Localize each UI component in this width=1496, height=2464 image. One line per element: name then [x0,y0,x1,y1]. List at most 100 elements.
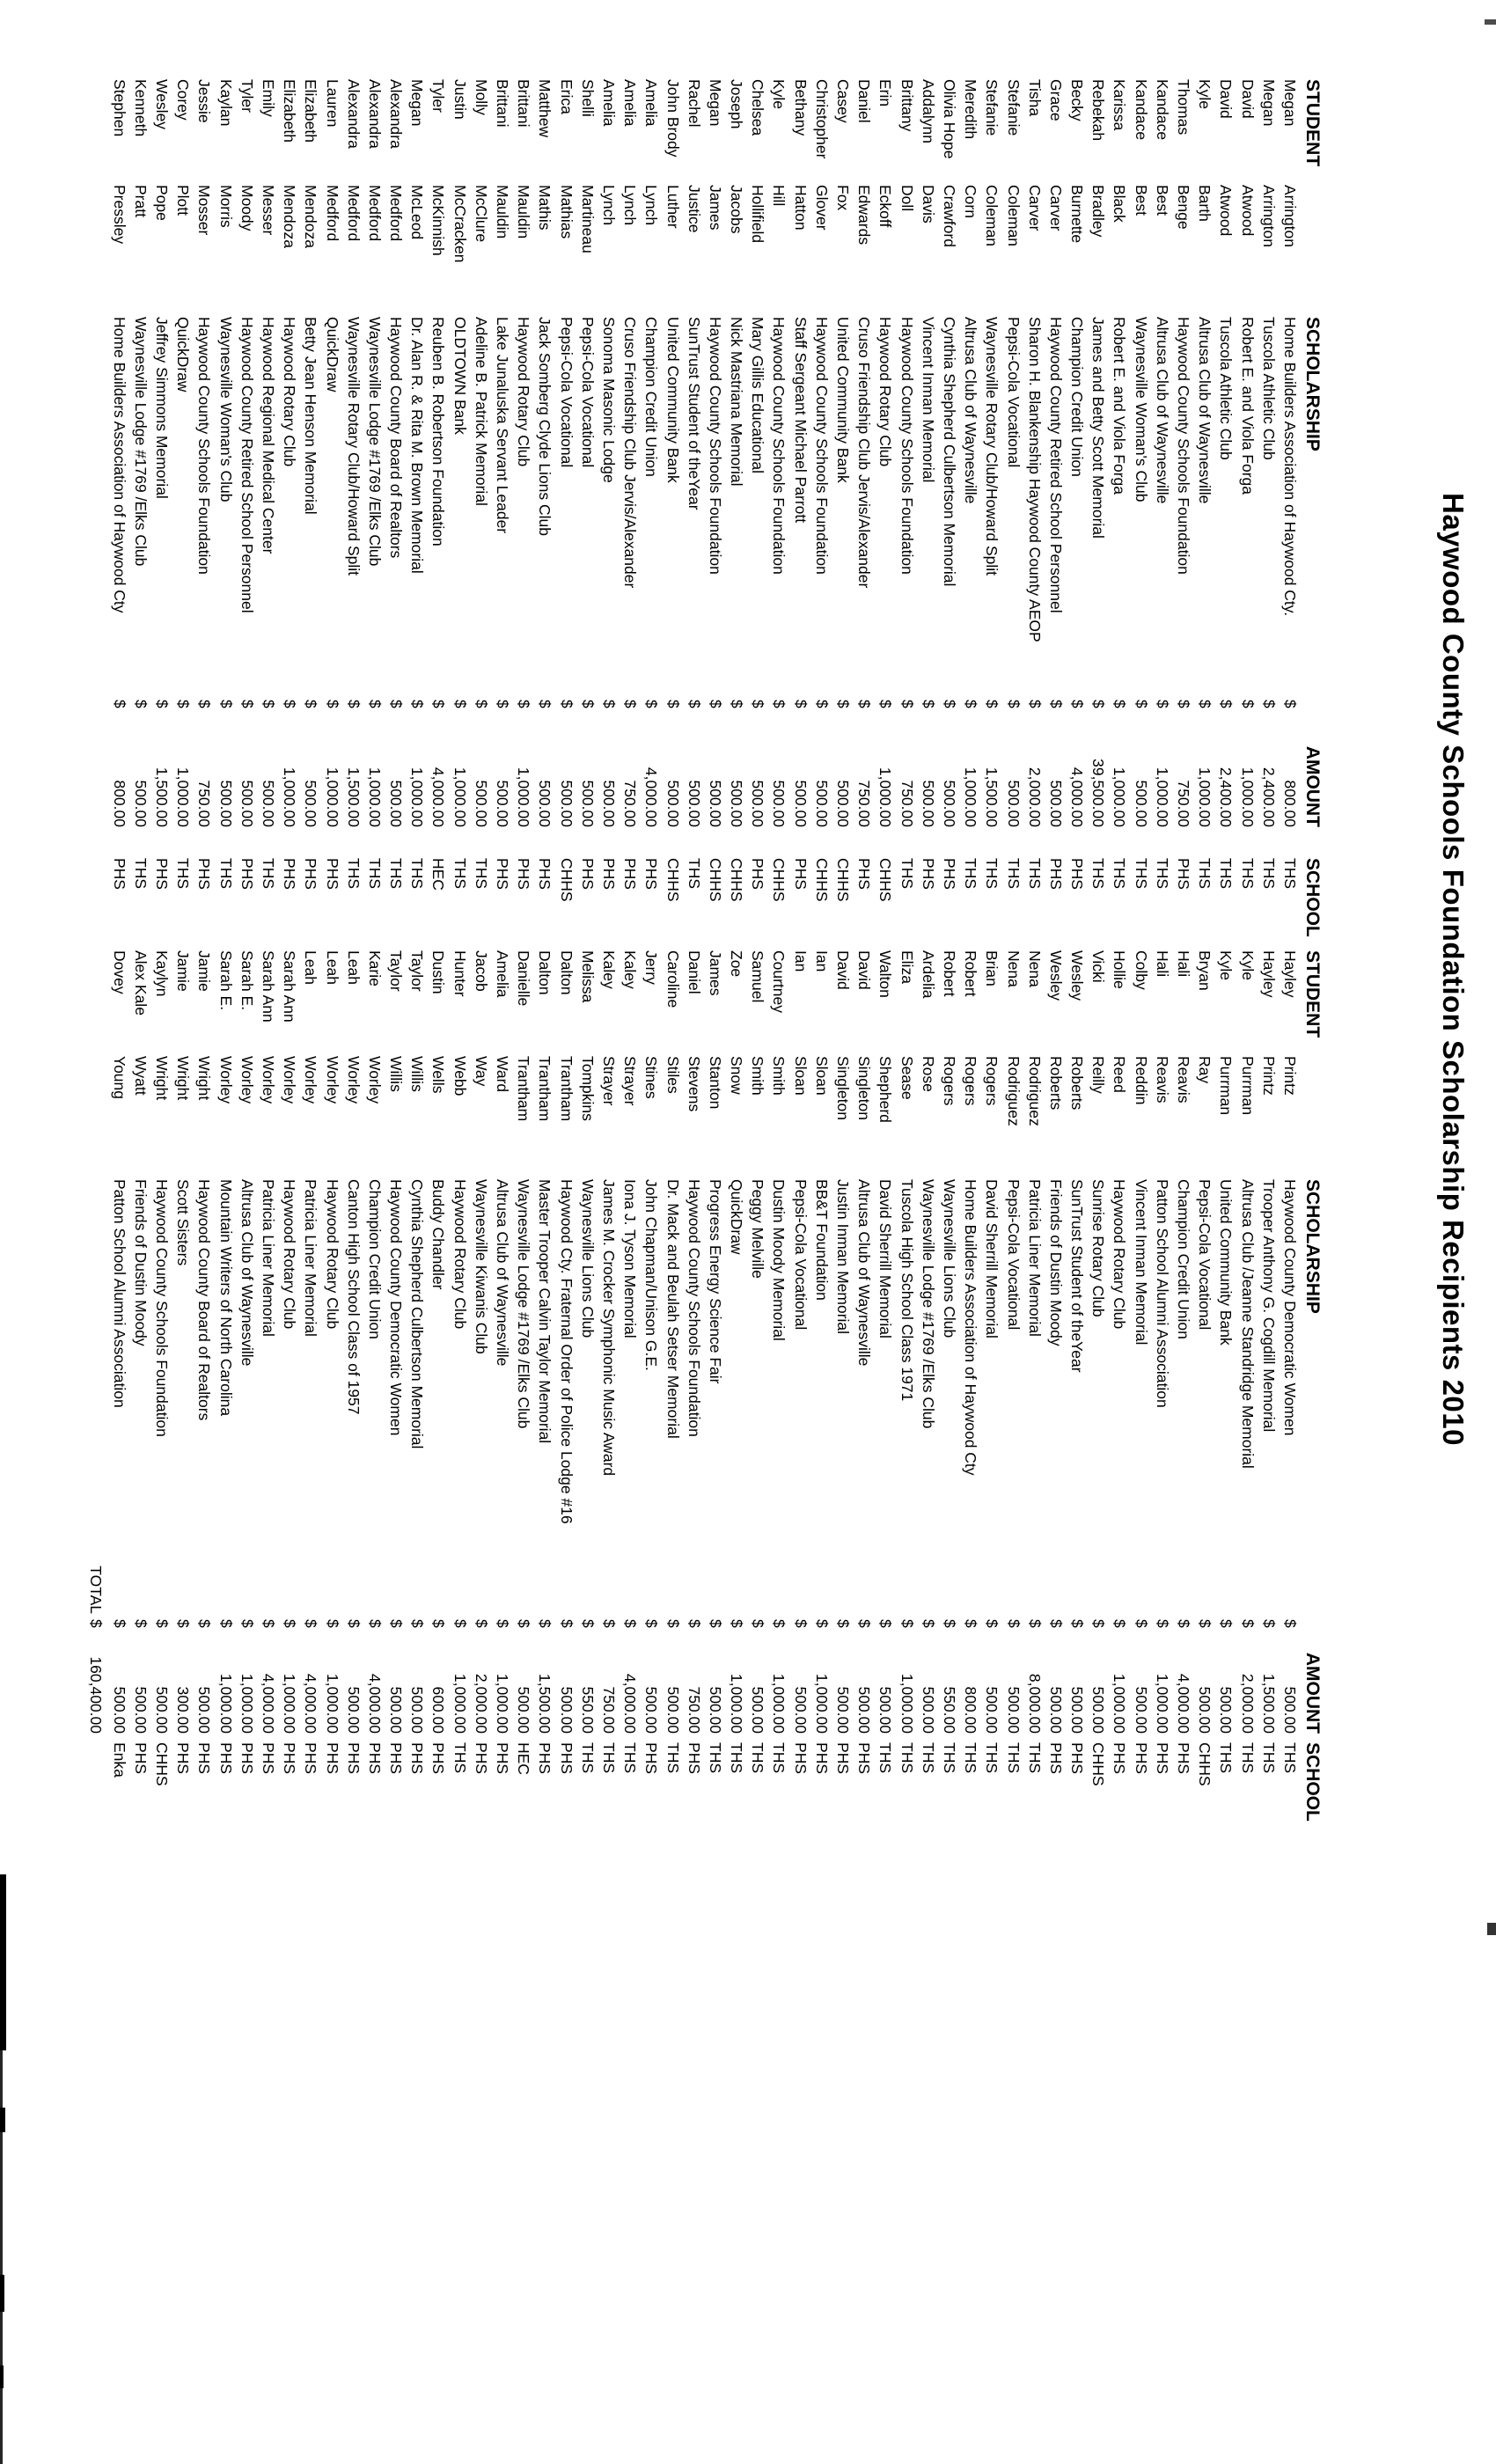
scholarship-name-2: Canton High School Class of 1957 [344,1179,363,1415]
amount-value-1: 500.00 [578,780,597,827]
student-first-name-2: Ian [791,950,810,972]
school-code-2: PHS [344,1742,363,1774]
amount-value-2: 1,000.00 [281,1673,299,1734]
amount-value-2: 4,000.00 [1175,1673,1193,1734]
student-last-name-2: Worley [216,1056,235,1104]
student-first-name-1: Erin [876,79,895,107]
scholarship-name-1: Adeline B. Patrick Memorial [472,317,490,506]
school-code-1: THS [1004,858,1023,889]
school-code-2: PHS [429,1742,448,1774]
student-first-name-1: Kandace [1132,79,1150,141]
school-code-2: THS [876,1742,895,1773]
currency-symbol-1: $ [472,700,490,708]
scholarship-name-2: Champion Credit Union [1175,1179,1193,1339]
amount-value-1: 500.00 [728,780,746,827]
student-last-name-2: Purrman [1238,1056,1257,1116]
school-code-2: HEC [515,1742,533,1775]
student-last-name-1: Mosser [195,185,214,236]
currency-symbol-1: $ [578,700,597,708]
school-code-1: PHS [941,858,958,890]
student-last-name-1: Fox [834,185,853,211]
currency-symbol-2: $ [153,1619,172,1628]
scholarship-name-2: Haywood County Democratic Women [387,1179,406,1436]
scholarship-name-1: United Community Bank [664,317,682,483]
scholarship-name-1: Haywood County Schools Foundation [706,317,724,575]
scholarship-name-2: Haywood Rotary Club [1111,1179,1129,1330]
student-first-name-2: Walton [876,950,895,998]
scholarship-table: STUDENT SCHOLARSHIP AMOUNT SCHOOL STUDEN… [85,0,1373,2464]
table-row: David Atwood Tuscola Athletic Club $ 2,4… [1215,0,1236,2464]
student-first-name-1: Daniel [855,79,874,123]
student-last-name-2: Rose [919,1056,937,1092]
student-last-name-2: Worley [281,1056,299,1104]
student-first-name-1: Justin [451,79,469,120]
currency-symbol-1: $ [728,700,746,708]
scholarship-name-1: Altrusa Club of Waynesville [1153,317,1171,504]
student-first-name-2: David [855,950,874,990]
currency-symbol-2: $ [600,1619,618,1628]
scholarship-name-2: Iona J. Tyson Memorial [621,1179,640,1338]
scholarship-name-1: Jeffrey Simmons Memorial [153,317,172,499]
table-row: Erica Mathias Pepsi-Cola Vocational $ 50… [555,0,576,2464]
student-first-name-2: Karie [365,950,384,986]
school-code-1: THS [1025,858,1044,889]
currency-symbol-2: $ [408,1619,427,1628]
currency-symbol-2: $ [855,1619,874,1628]
student-last-name-2: Trantham [557,1056,576,1122]
student-first-name-1: Alexandra [344,79,363,149]
student-last-name-1: Pratt [131,185,150,217]
amount-value-2: 500.00 [1004,1686,1023,1734]
student-last-name-2: Rodriguez [1004,1056,1023,1126]
student-last-name-1: Black [1111,185,1129,223]
currency-symbol-1: $ [1217,700,1236,708]
student-last-name-2: Strayer [621,1056,640,1106]
currency-symbol-2: $ [195,1619,214,1628]
currency-symbol-2: $ [1196,1619,1214,1628]
scholarship-name-1: Lake Junaluska Servant Leader [494,317,512,534]
amount-value-1: 500.00 [600,780,618,827]
scholarship-name-1: Haywood County Retired School Personnel [1046,317,1065,613]
amount-value-1: 500.00 [557,780,576,827]
student-first-name-1: Kenneth [131,79,150,137]
amount-value-2: 1,000.00 [898,1673,916,1734]
amount-value-1: 1,000.00 [1111,766,1129,827]
scholarship-name-2: Waynesville Lodge #1769 /Elks Club [515,1179,533,1429]
student-last-name-1: Coleman [983,185,1001,247]
school-code-2: PHS [1175,1742,1193,1774]
student-first-name-2: Eliza [898,950,916,984]
school-code-2: PHS [281,1742,299,1774]
student-first-name-1: Kandace [1153,79,1171,141]
table-row: Kaylan Morris Waynesville Woman's Club $… [215,0,236,2464]
student-last-name-1: Mathias [557,185,576,239]
currency-symbol-2: $ [962,1619,980,1628]
amount-value-1: 1,000.00 [1153,766,1171,827]
school-code-2: PHS [536,1742,554,1774]
student-first-name-1: Jessie [195,79,214,123]
currency-symbol-1: $ [855,700,874,708]
school-code-1: PHS [600,858,618,890]
amount-value-1: 500.00 [494,780,512,827]
table-row: Emily Messer Haywood Regional Medical Ce… [258,0,279,2464]
currency-symbol-2: $ [1068,1619,1087,1628]
amount-value-2: 1,500.00 [536,1673,554,1734]
student-last-name-1: Moody [238,185,256,231]
school-code-2: PHS [685,1742,703,1774]
amount-value-2: 550.00 [578,1686,597,1734]
student-last-name-2: Reilly [1089,1056,1108,1094]
student-last-name-2: Printz [1281,1056,1299,1096]
currency-symbol-1: $ [600,700,618,708]
school-code-2: THS [728,1742,746,1773]
student-first-name-2: Sarah E. [216,950,235,1011]
amount-value-2: 750.00 [685,1686,703,1734]
student-first-name-1: Erica [557,79,576,114]
student-first-name-2: Robert [941,950,958,997]
scholarship-name-1: Waynesville Woman's Club [1132,317,1150,502]
student-first-name-2: Dovey [110,950,128,994]
currency-symbol-1: $ [1089,700,1108,708]
student-first-name-2: Jamie [195,950,214,992]
scholarship-name-2: Buddy Chandler [429,1179,448,1290]
currency-symbol-1: $ [387,700,406,708]
scholarship-name-2: David Sherrill Memorial [983,1179,1001,1338]
currency-symbol-2: $ [1281,1619,1299,1628]
table-row: Megan Arrington Home Builders Associatio… [1280,0,1301,2464]
